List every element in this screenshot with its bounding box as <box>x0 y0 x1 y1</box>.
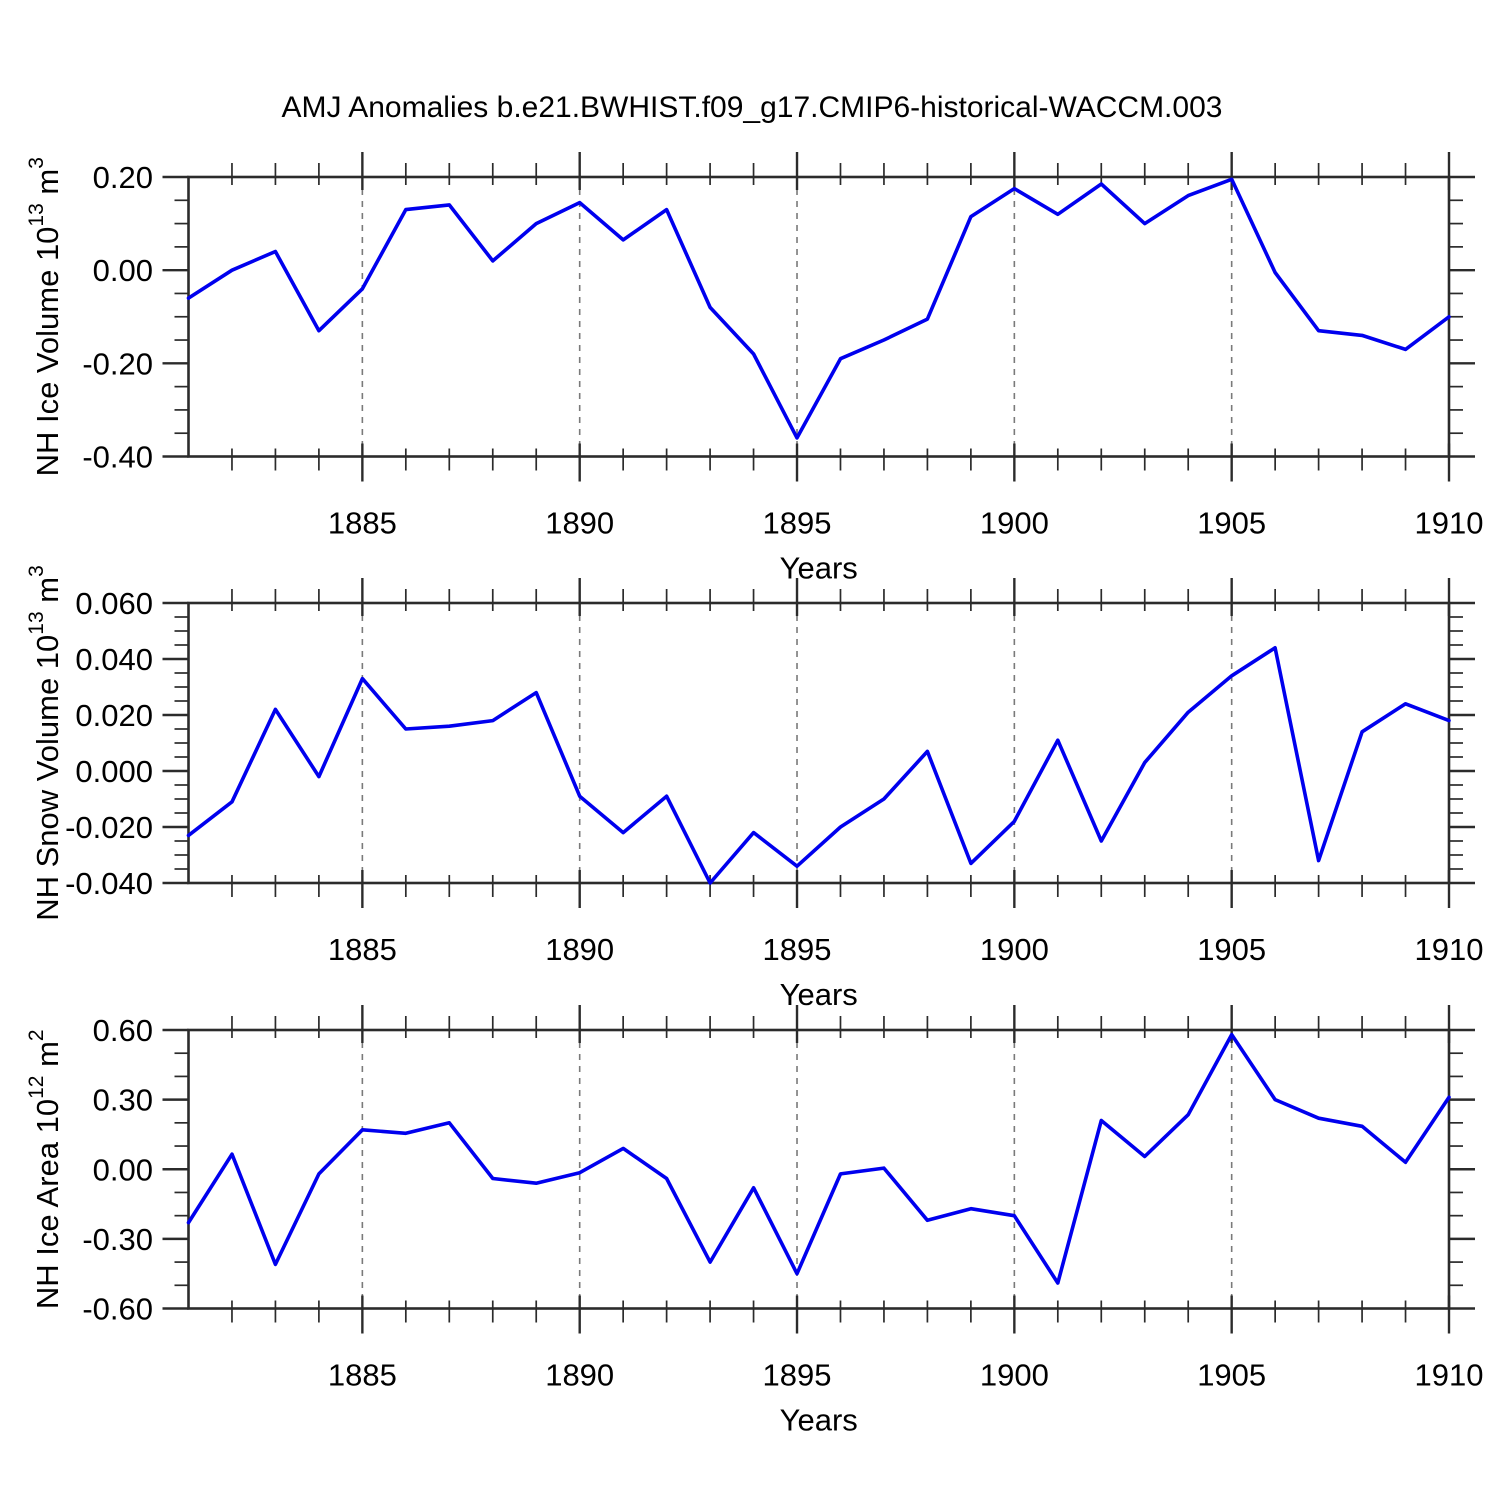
y-tick-label: -0.60 <box>82 1292 153 1327</box>
x-tick-label: 1905 <box>1197 932 1266 967</box>
x-tick-label: 1895 <box>763 1358 832 1393</box>
x-axis-title: Years <box>780 551 858 586</box>
chart-nh-snow-volume: 1885 1890 1895 1900 1905 1910 0.060 0.040 0.020 0… <box>25 565 1483 1012</box>
y-axis-title: NH Snow Volume 1013 m3 <box>25 565 65 921</box>
x-tick-label: 1895 <box>763 506 832 541</box>
y-tick-label: -0.30 <box>82 1222 153 1257</box>
data-line-nh-ice-volume <box>186 177 1451 440</box>
y-axis-title: NH Ice Volume 1013 m3 <box>25 157 65 476</box>
y-tick-label: 0.040 <box>75 642 153 677</box>
y-tick-label: -0.40 <box>82 440 153 475</box>
y-tick-label: 0.20 <box>93 160 153 195</box>
y-tick-label: -0.040 <box>65 866 153 901</box>
y-tick-label: 0.00 <box>93 253 153 288</box>
y-tick-label: 0.30 <box>93 1083 153 1118</box>
x-axis-title: Years <box>780 1403 858 1438</box>
y-tick-label: 0.60 <box>93 1013 153 1048</box>
y-tick-label: -0.20 <box>82 346 153 381</box>
x-axis-title: Years <box>780 977 858 1012</box>
x-tick-label: 1905 <box>1197 1358 1266 1393</box>
x-tick-label: 1885 <box>328 932 397 967</box>
x-tick-label: 1890 <box>545 506 614 541</box>
y-axis-title: NH Ice Area 1012 m2 <box>25 1029 65 1309</box>
x-tick-label: 1905 <box>1197 506 1266 541</box>
x-tick-label: 1900 <box>980 506 1049 541</box>
plot-frame <box>187 601 1451 885</box>
x-tick-label: 1900 <box>980 1358 1049 1393</box>
x-tick-label: 1900 <box>980 932 1049 967</box>
figure-title: AMJ Anomalies b.e21.BWHIST.f09_g17.CMIP6… <box>282 91 1223 124</box>
x-tick-label: 1885 <box>328 506 397 541</box>
plot-frame <box>187 175 1451 458</box>
y-tick-label: 0.020 <box>75 698 153 733</box>
x-tick-label: 1890 <box>545 932 614 967</box>
chart-nh-ice-volume: 1885 1890 1895 1900 1905 1910 0.20 0.00 -0.20 -0.… <box>25 152 1483 586</box>
chart-nh-ice-area: 1885 1890 1895 1900 1905 1910 0.60 0.30 0.00 -0.3… <box>25 1005 1483 1438</box>
x-tick-label: 1910 <box>1415 932 1484 967</box>
y-tick-label: -0.020 <box>65 810 153 845</box>
x-tick-label: 1895 <box>763 932 832 967</box>
plot-frame <box>187 1028 1451 1310</box>
x-tick-label: 1910 <box>1415 1358 1484 1393</box>
x-tick-label: 1890 <box>545 1358 614 1393</box>
data-line-nh-snow-volume <box>186 645 1451 885</box>
y-tick-label: 0.060 <box>75 586 153 621</box>
x-tick-label: 1885 <box>328 1358 397 1393</box>
x-tick-label: 1910 <box>1415 506 1484 541</box>
y-tick-label: 0.00 <box>93 1152 153 1187</box>
y-tick-label: 0.000 <box>75 754 153 789</box>
data-line-nh-ice-area <box>186 1032 1451 1285</box>
